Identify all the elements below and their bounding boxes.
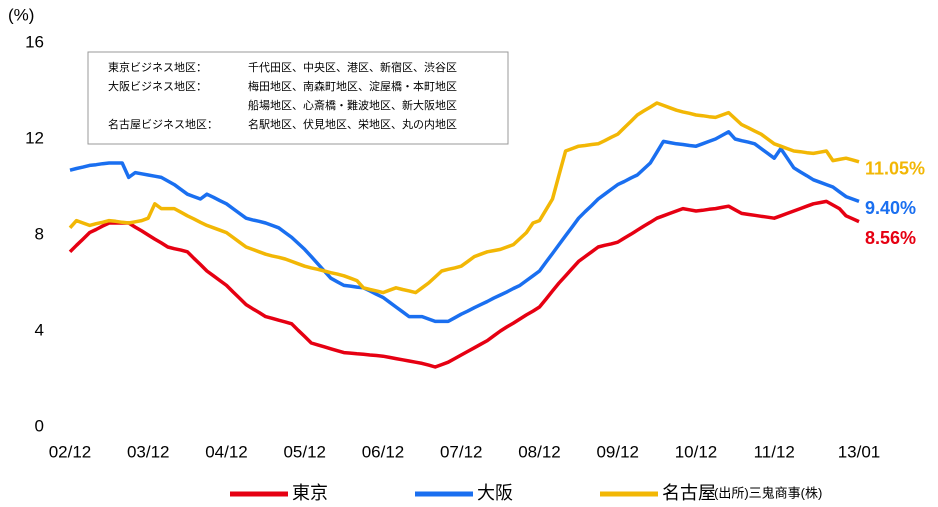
x-tick-label: 02/12 bbox=[49, 442, 92, 461]
note-text: 名駅地区、伏見地区、栄地区、丸の内地区 bbox=[248, 117, 457, 131]
legend-label: 東京 bbox=[292, 483, 328, 503]
note-text: 梅田地区、南森町地区、淀屋橋・本町地区 bbox=[248, 79, 457, 93]
lines: 11.05% 9.40% 8.56% bbox=[68, 101, 925, 369]
note-label: 東京ビジネス地区： bbox=[108, 60, 207, 74]
legend-label: 大阪 bbox=[477, 483, 513, 503]
y-tick-label: 16 bbox=[25, 32, 44, 51]
end-label: 11.05% bbox=[865, 159, 925, 179]
y-unit: (%) bbox=[8, 5, 34, 24]
x-tick-label: 10/12 bbox=[675, 442, 718, 461]
x-tick-label: 03/12 bbox=[127, 442, 170, 461]
x-tick-label: 08/12 bbox=[518, 442, 561, 461]
x-tick-label: 04/12 bbox=[205, 442, 248, 461]
series-line bbox=[69, 130, 860, 324]
note-box bbox=[87, 51, 509, 145]
x-tick-label: 09/12 bbox=[596, 442, 639, 461]
axes: 0 4 8 12 16 02/12 03/12 04/12 05/12 06/12 07/12 08/… bbox=[25, 32, 880, 461]
y-tick-label: 0 bbox=[35, 416, 44, 435]
series-line bbox=[68, 199, 860, 369]
legend-label: 名古屋 bbox=[662, 483, 716, 503]
x-tick-label: 07/12 bbox=[440, 442, 483, 461]
x-tick-label: 06/12 bbox=[362, 442, 405, 461]
series-line bbox=[68, 101, 860, 295]
source-note: (出所)三鬼商事(株) bbox=[714, 485, 822, 500]
y-tick-label: 8 bbox=[35, 224, 44, 243]
x-tick-label: 13/01 bbox=[838, 442, 881, 461]
y-tick-label: 12 bbox=[25, 128, 44, 147]
y-tick-label: 4 bbox=[35, 320, 44, 339]
note-text: 船場地区、心斎橋・難波地区、新大阪地区 bbox=[248, 98, 457, 112]
note-label: 名古屋ビジネス地区： bbox=[108, 117, 218, 131]
note-label: 大阪ビジネス地区： bbox=[108, 79, 207, 93]
legend: 東京 大阪 名古屋 bbox=[230, 483, 716, 503]
note-text: 千代田区、中央区、港区、新宿区、渋谷区 bbox=[248, 60, 457, 74]
x-tick-label: 11/12 bbox=[754, 442, 795, 461]
x-tick-label: 05/12 bbox=[283, 442, 326, 461]
end-label: 8.56% bbox=[865, 228, 916, 248]
end-label: 9.40% bbox=[865, 198, 916, 218]
